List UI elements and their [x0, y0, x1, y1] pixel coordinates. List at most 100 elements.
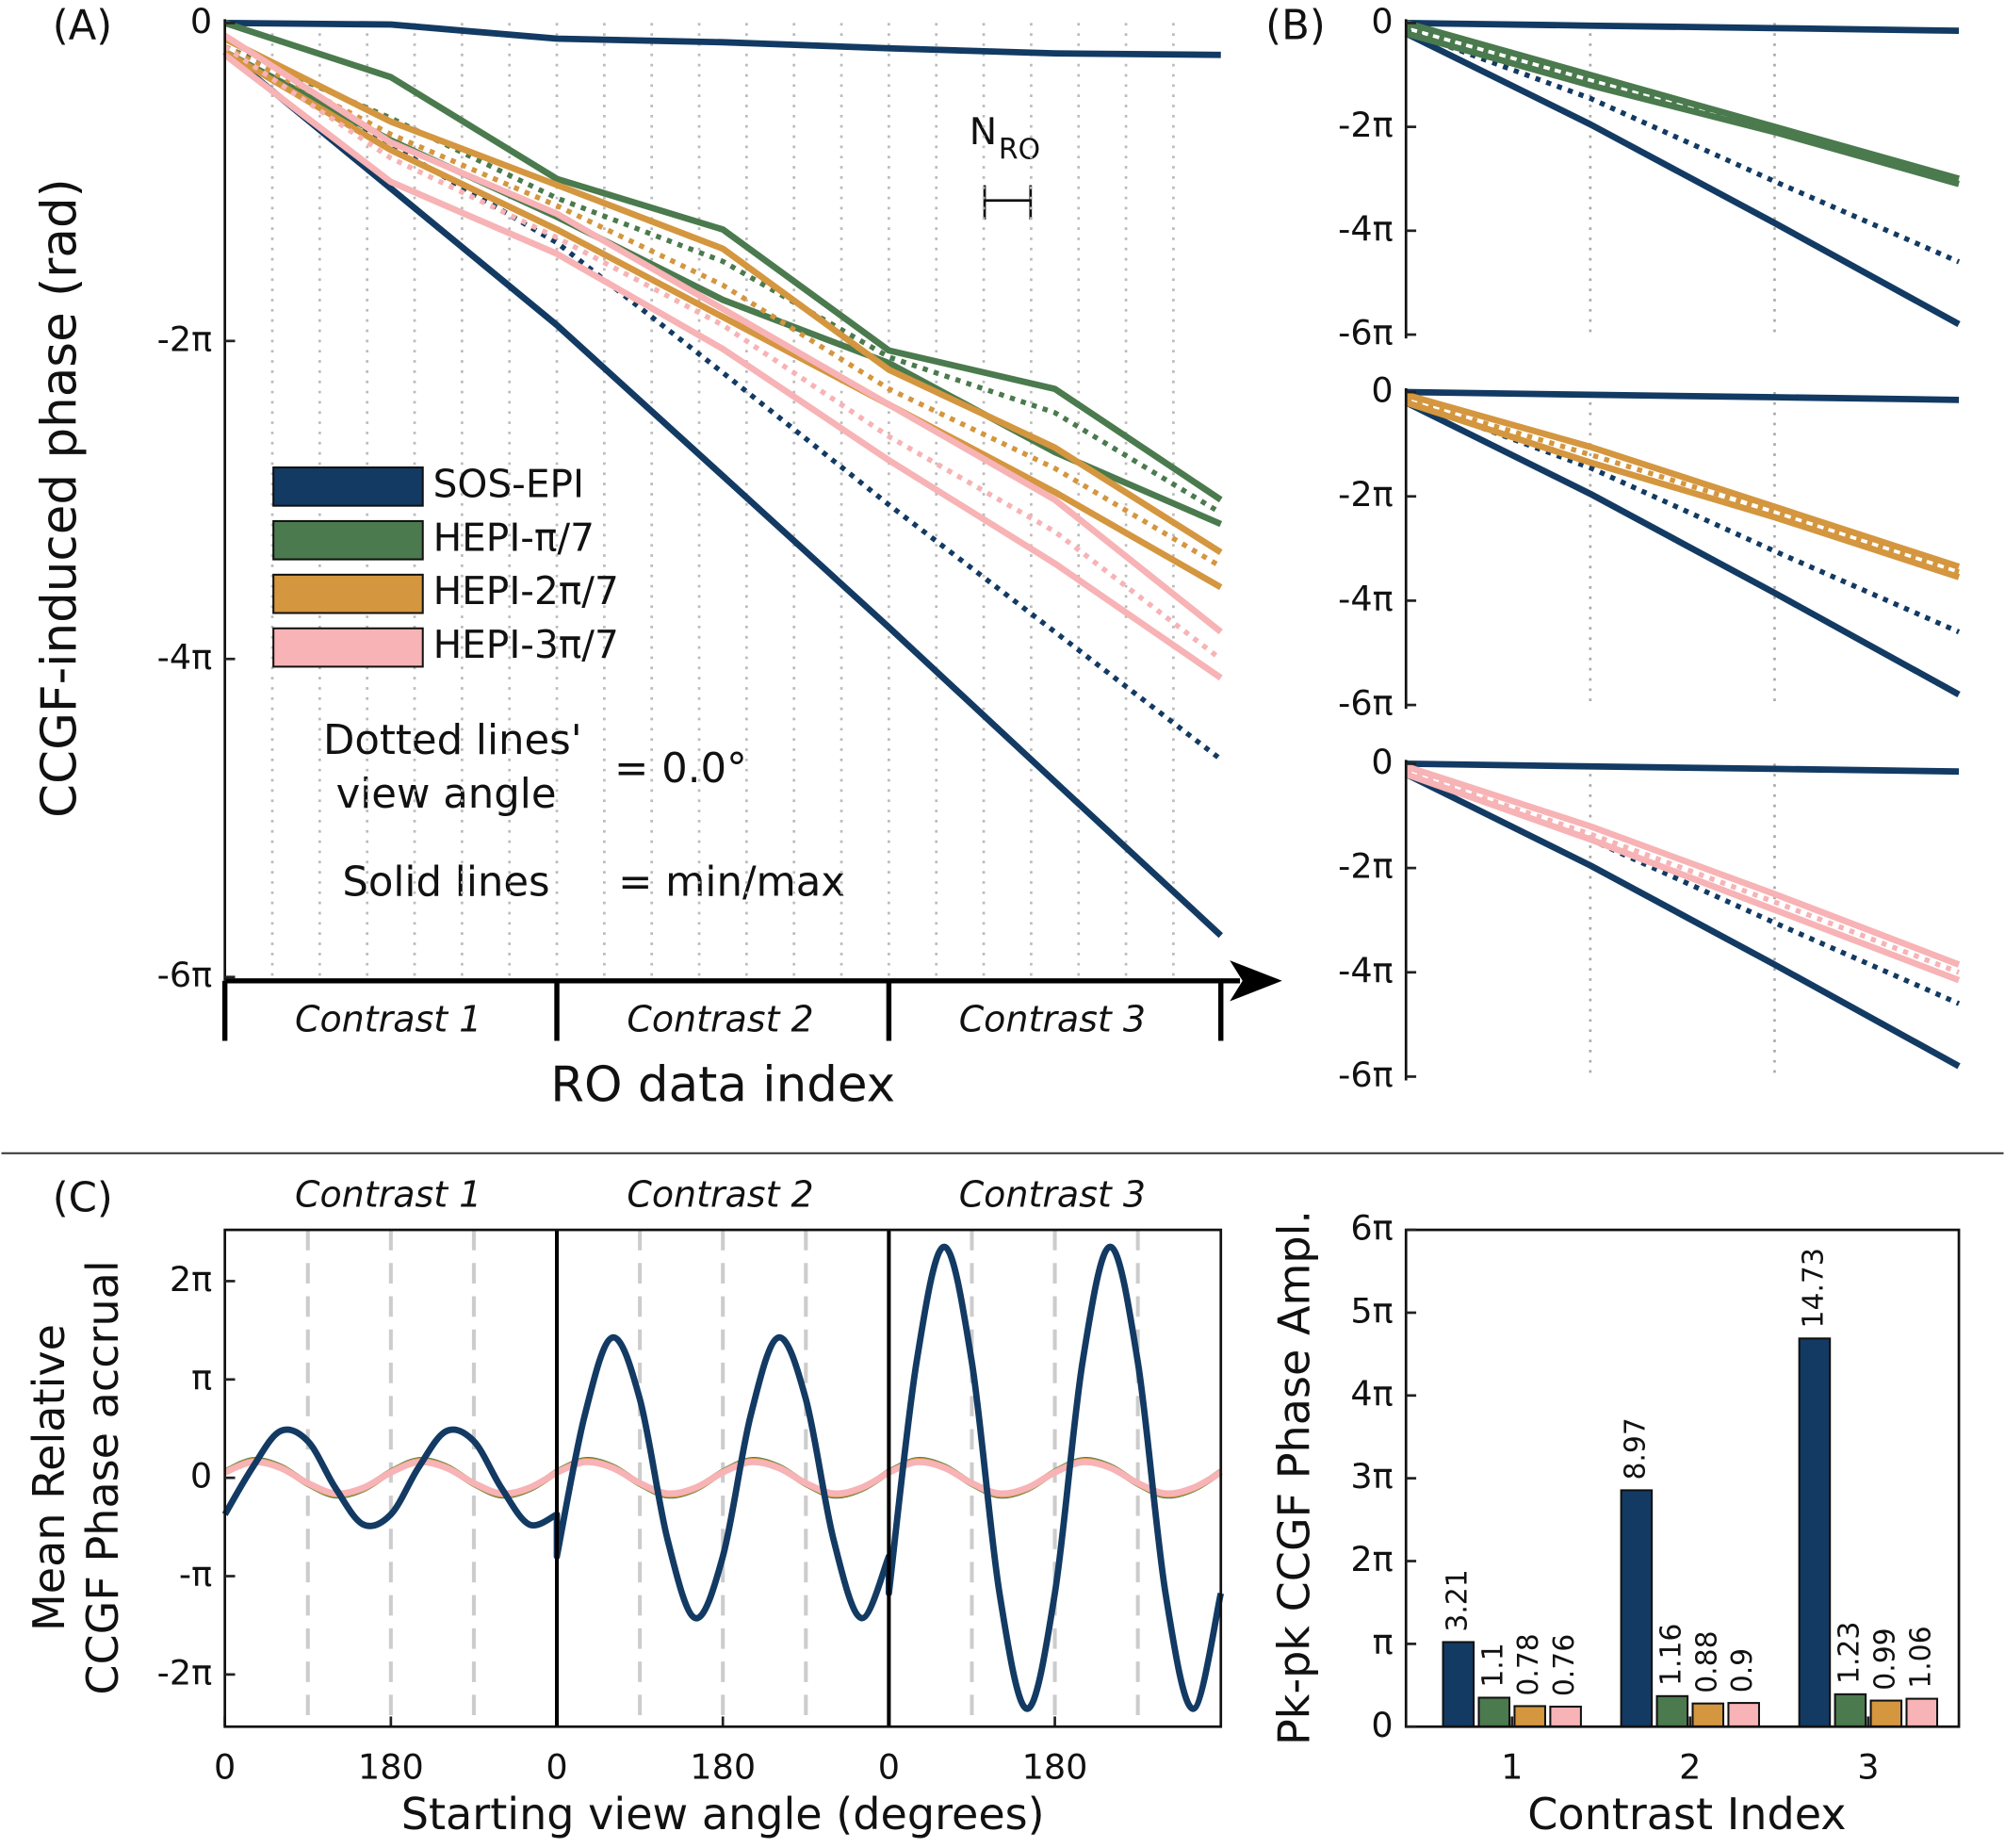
- x-axis-label: Starting view angle (degrees): [401, 1789, 1045, 1840]
- bar: [1905, 1697, 1939, 1728]
- line: [222, 32, 1223, 635]
- line: [222, 49, 1224, 939]
- bar-value-label: 0.99: [1868, 1627, 1901, 1690]
- bar-value-label: 0.9: [1726, 1648, 1759, 1693]
- y-tick-label: -6π: [1338, 313, 1394, 353]
- bracket: [983, 185, 1033, 221]
- annotation: = min/max: [618, 859, 845, 907]
- bar-value-label: 1.06: [1904, 1626, 1937, 1688]
- line: [1405, 28, 1961, 265]
- panel-label: (B): [1265, 2, 1326, 49]
- line: [221, 1243, 1225, 1712]
- line: [1406, 20, 1960, 35]
- x-axis-label: Contrast Index: [1527, 1789, 1846, 1840]
- y-tick-label: -6π: [157, 955, 213, 995]
- x-tick-label: 180: [1022, 1746, 1088, 1787]
- y-tick-label: 4π: [1350, 1373, 1393, 1414]
- y-tick-label: 0: [1371, 742, 1393, 782]
- line: [223, 44, 1223, 515]
- line: [1405, 25, 1960, 185]
- category-label: Contrast 3: [959, 1173, 1146, 1215]
- annotation: view angle: [336, 771, 557, 818]
- line: [1405, 20, 1960, 182]
- category-label: Contrast 2: [627, 1173, 813, 1215]
- bar: [1869, 1699, 1903, 1728]
- bar-value-label: 1.1: [1476, 1643, 1509, 1687]
- y-tick-label: 0: [1371, 370, 1393, 411]
- y-axis-label: Pk-pk CCGF Phase Ampl.: [1269, 1210, 1320, 1745]
- legend-label: HEPI-3π/7: [433, 622, 619, 667]
- legend-label: SOS-EPI: [433, 461, 584, 506]
- bar-value-label: 0.78: [1512, 1633, 1545, 1695]
- y-tick-label: -π: [179, 1554, 212, 1595]
- bar: [1655, 1694, 1689, 1728]
- line: [223, 44, 1223, 662]
- bar: [1727, 1702, 1760, 1728]
- line: [1405, 397, 1960, 575]
- line: [1404, 30, 1961, 327]
- legend-swatch: [272, 627, 424, 668]
- annotation: Dotted lines': [323, 717, 582, 764]
- y-tick-label: 0: [190, 1456, 212, 1496]
- x-tick-label: 0: [214, 1746, 236, 1787]
- y-axis-label: Mean Relative: [24, 1324, 74, 1631]
- x-tick-label: 0: [546, 1746, 567, 1787]
- x-axis-label: RO data index: [550, 1057, 895, 1114]
- legend-swatch: [272, 573, 424, 614]
- line: [1404, 400, 1961, 697]
- bar-value-label: 3.21: [1441, 1569, 1474, 1631]
- line: [1404, 771, 1961, 1070]
- x-tick-label: 2: [1679, 1746, 1701, 1787]
- line: [1406, 388, 1960, 403]
- y-tick-label: 2π: [1350, 1539, 1393, 1579]
- bar: [1798, 1337, 1832, 1728]
- bar: [1620, 1489, 1654, 1728]
- line: [1405, 30, 1960, 188]
- legend-label: HEPI-2π/7: [433, 568, 619, 613]
- line: [224, 20, 1221, 58]
- category-label: Contrast 3: [959, 999, 1146, 1040]
- y-tick-label: -6π: [1338, 1055, 1394, 1095]
- y-tick-label: -2π: [1338, 474, 1394, 515]
- bar: [1549, 1705, 1582, 1728]
- line: [1405, 399, 1961, 581]
- x-tick-label: 180: [358, 1746, 424, 1787]
- y-tick-label: π: [191, 1357, 212, 1398]
- bar-value-label: 1.23: [1833, 1622, 1866, 1684]
- panel-label: (A): [53, 2, 113, 49]
- annotation: = 0.0°: [614, 745, 747, 793]
- line: [222, 49, 1223, 591]
- bar-value-label: 0.88: [1690, 1630, 1723, 1693]
- line: [223, 44, 1223, 569]
- x-tick-label: 1: [1501, 1746, 1523, 1787]
- y-axis-label: CCGF-induced phase (rad): [32, 178, 89, 818]
- y-tick-label: -2π: [157, 1652, 213, 1693]
- x-tick-label: 3: [1857, 1746, 1879, 1787]
- y-tick-label: -6π: [1338, 683, 1394, 724]
- y-tick-label: 0: [1371, 1705, 1393, 1745]
- y-tick-label: -4π: [1338, 579, 1394, 619]
- bar: [1477, 1696, 1511, 1728]
- y-tick-label: -2π: [1338, 846, 1394, 887]
- bar: [1691, 1702, 1725, 1728]
- legend-label: HEPI-π/7: [433, 515, 595, 560]
- bar: [1442, 1641, 1475, 1728]
- bar-value-label: 8.97: [1619, 1417, 1652, 1480]
- category-label: Contrast 2: [627, 999, 813, 1040]
- y-tick-label: -4π: [1338, 208, 1394, 249]
- line: [1405, 391, 1961, 570]
- y-tick-label: -2π: [157, 319, 213, 359]
- line: [222, 52, 1223, 681]
- y-tick-label: 0: [1371, 1, 1393, 41]
- y-tick-label: 0: [190, 1, 212, 41]
- bar: [1834, 1693, 1867, 1728]
- line: [223, 36, 1223, 556]
- y-tick-label: -4π: [1338, 950, 1394, 990]
- bar-value-label: 0.76: [1548, 1634, 1581, 1696]
- bar-value-label: 14.73: [1797, 1248, 1830, 1328]
- line: [223, 20, 1223, 503]
- annotation: Solid lines: [342, 859, 549, 907]
- y-tick-label: π: [1373, 1622, 1394, 1662]
- x-tick-label: 180: [690, 1746, 756, 1787]
